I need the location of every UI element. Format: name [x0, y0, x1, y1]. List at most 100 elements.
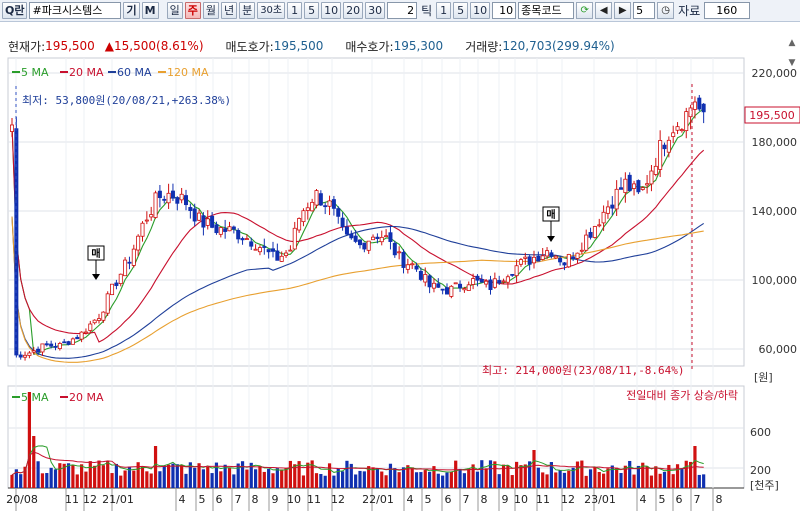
volume-bar: [301, 475, 306, 488]
mode-button-m[interactable]: M: [141, 2, 159, 19]
minute-5-button[interactable]: 5: [304, 2, 320, 19]
candle-body: [292, 227, 297, 250]
volume-bar: [127, 466, 132, 488]
volume-bar: [475, 471, 480, 488]
volume-bar: [288, 460, 292, 488]
volume-bar: [110, 473, 114, 488]
volume-bar: [493, 461, 497, 488]
candle-body: [688, 107, 693, 118]
scroll-up-icon[interactable]: ▲: [788, 38, 796, 48]
candle-body: [270, 248, 275, 252]
candle-body: [471, 278, 476, 285]
candle-body: [418, 270, 423, 280]
volume-bar: [262, 471, 266, 488]
period-30sec-button[interactable]: 30초: [257, 2, 286, 19]
minute-10-button[interactable]: 10: [321, 2, 342, 19]
volume-bar: [575, 461, 580, 488]
period-week-button[interactable]: 주: [184, 2, 201, 19]
tick-input-field[interactable]: 10: [492, 2, 517, 19]
minute-30-button[interactable]: 30: [365, 2, 386, 19]
candle-body: [157, 190, 162, 199]
candle-body: [444, 287, 449, 295]
tick-1-button[interactable]: 1: [436, 2, 452, 19]
volume-bar: [184, 473, 188, 488]
volume-bar: [388, 463, 393, 488]
count-input-field[interactable]: 5: [633, 2, 656, 19]
candle-body: [545, 250, 550, 257]
volume-bar: [488, 460, 493, 488]
period-month-button[interactable]: 월: [202, 2, 219, 19]
x-tick-label: 6: [445, 493, 452, 506]
candle-body: [314, 190, 319, 206]
candle-body: [492, 278, 497, 288]
candle-body: [532, 256, 537, 264]
candle-body: [553, 255, 558, 259]
candle-body: [144, 219, 149, 222]
volume-bar: [636, 465, 640, 488]
volume-bar: [236, 463, 240, 488]
buy-marker[interactable]: 매: [542, 206, 560, 242]
candle-body: [136, 235, 141, 251]
refresh-icon[interactable]: ⟳: [576, 2, 594, 19]
tick-5-button[interactable]: 5: [453, 2, 469, 19]
clock-icon[interactable]: ◷: [657, 2, 675, 19]
candle-body: [83, 331, 88, 334]
candle-body: [131, 248, 136, 266]
search-button[interactable]: Q란: [2, 2, 28, 19]
x-tick-label: 4: [407, 493, 414, 506]
candle-body: [649, 170, 654, 185]
volume-bar: [119, 475, 123, 488]
candle-body: [636, 180, 641, 193]
prev-arrow-icon[interactable]: ◀: [595, 2, 613, 19]
scroll-down-icon[interactable]: ▼: [788, 58, 796, 68]
volume-bar: [306, 462, 310, 488]
buy-marker[interactable]: 매: [87, 245, 105, 280]
volume-bar: [562, 472, 567, 488]
data-label: 자료: [678, 4, 701, 18]
tick-10-button[interactable]: 10: [470, 2, 491, 19]
period-day-button[interactable]: 일: [166, 2, 183, 19]
ma60-line: [11, 216, 705, 359]
candle-body: [384, 235, 389, 238]
minute-20-button[interactable]: 20: [343, 2, 364, 19]
candle-body: [431, 282, 436, 289]
candle-body: [301, 210, 306, 223]
x-tick-label: 8: [252, 493, 259, 506]
stock-name-field[interactable]: #파크시스템스: [29, 2, 122, 19]
tick-count-field[interactable]: 2: [387, 2, 418, 19]
candle-body: [197, 212, 202, 221]
candle-body: [436, 283, 441, 288]
volume-bar: [367, 466, 371, 488]
candle-body: [523, 256, 528, 259]
candle-body: [614, 188, 619, 210]
vol-unit-label: [천주]: [750, 478, 779, 492]
candle-body: [305, 207, 310, 211]
candle-body: [175, 197, 180, 204]
candle-body: [70, 338, 75, 345]
next-arrow-icon[interactable]: ▶: [614, 2, 632, 19]
volume-bar: [162, 465, 166, 488]
volume-bar: [532, 450, 536, 488]
candle-body: [558, 257, 563, 263]
candle-body: [518, 259, 523, 265]
volume-bar: [380, 471, 384, 488]
data-count-select[interactable]: 160: [704, 2, 751, 19]
volume-bar: [580, 460, 584, 488]
volume-bar: [671, 474, 675, 488]
candle-body: [340, 217, 345, 228]
period-minute-button[interactable]: 분: [239, 2, 256, 19]
period-year-button[interactable]: 년: [220, 2, 238, 19]
candle-body: [540, 255, 545, 260]
x-tick-label: 7: [235, 493, 242, 506]
candle-body: [240, 238, 245, 241]
mode-button-gi[interactable]: 기: [123, 2, 140, 19]
candle-body: [349, 233, 354, 239]
x-tick-label: 5: [659, 493, 666, 506]
volume-bar: [254, 469, 258, 488]
volume-bar: [680, 468, 684, 488]
candle-body: [288, 249, 293, 252]
volume-bar: [697, 474, 701, 488]
stock-code-field[interactable]: 종목코드: [518, 2, 575, 19]
minute-1-button[interactable]: 1: [287, 2, 303, 19]
volume-bar: [336, 468, 340, 488]
